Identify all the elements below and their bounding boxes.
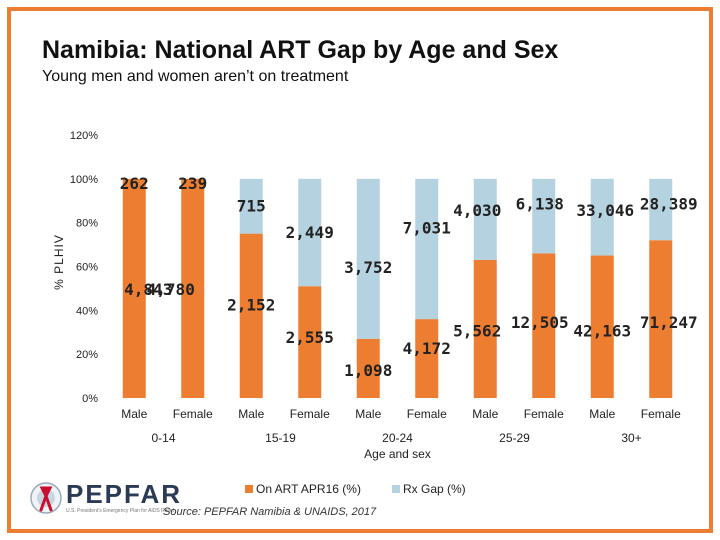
y-tick-label: 120% [70,130,98,142]
bar-on-art [181,178,205,398]
bar-rx-gap [239,178,263,234]
bar-on-art [239,233,263,398]
x-group-label: 0-14 [151,431,175,445]
data-label-on-art: 42,163 [573,322,631,341]
data-label-on-art: 2,152 [227,295,275,314]
legend-swatch-on-art [245,485,253,493]
x-tick-label: Male [589,407,615,421]
data-label-rx-gap: 28,389 [640,195,698,214]
bar-rx-gap [649,178,673,241]
y-tick-label: 40% [76,305,98,317]
data-label-on-art: 71,247 [640,313,698,332]
x-axis-title: Age and sex [364,447,431,461]
x-tick-label: Male [121,407,147,421]
data-label-rx-gap: 6,138 [516,195,564,214]
data-label-on-art: 12,505 [511,313,569,332]
x-group-label: 20-24 [382,431,413,445]
x-tick-label: Female [407,407,447,421]
bar-on-art [649,240,673,398]
x-group-label: 15-19 [265,431,296,445]
legend-label-rx-gap: Rx Gap (%) [403,482,466,496]
data-label-on-art: 4,780 [147,280,195,299]
data-label-rx-gap: 3,752 [344,258,392,277]
source-note: Source: PEPFAR Namibia & UNAIDS, 2017 [163,506,377,518]
x-tick-label: Male [355,407,381,421]
data-label-rx-gap: 2,449 [286,223,334,242]
y-tick-label: 0% [82,393,98,405]
x-group-label: 30+ [621,431,641,445]
x-tick-label: Male [472,407,498,421]
bar-rx-gap [415,178,439,320]
bar-on-art [590,255,614,398]
data-label-on-art: 1,098 [344,361,392,380]
pepfar-logo-text: PEPFAR [66,479,183,509]
x-tick-label: Female [524,407,564,421]
legend-label-on-art: On ART APR16 (%) [256,482,361,496]
data-label-rx-gap: 262 [120,174,149,193]
data-label-on-art: 2,555 [286,328,334,347]
x-tick-label: Female [290,407,330,421]
bar-on-art [415,319,439,398]
x-group-label: 25-29 [499,431,530,445]
bar-rx-gap [473,178,497,260]
bar-rx-gap [532,178,556,254]
y-tick-label: 100% [70,174,98,186]
data-label-rx-gap: 239 [178,174,207,193]
data-label-rx-gap: 4,030 [453,201,501,220]
bar-on-art [298,286,322,398]
bar-rx-gap [356,178,380,339]
pepfar-logo-tagline: U.S. President's Emergency Plan for AIDS… [66,508,174,514]
y-tick-label: 60% [76,262,98,274]
bar-rx-gap [590,178,614,256]
bar-on-art [122,178,146,398]
bar-on-art [356,338,380,398]
x-tick-label: Male [238,407,264,421]
pepfar-logo-icon [30,482,62,514]
bar-on-art [532,253,556,398]
x-tick-label: Female [173,407,213,421]
bar-rx-gap [298,178,322,287]
data-label-on-art: 4,843 [124,280,172,299]
y-tick-label: 20% [76,349,98,361]
y-axis-title: % PLHIV [52,234,66,290]
data-label-on-art: 5,562 [453,322,501,341]
data-label-rx-gap: 33,046 [576,201,634,220]
legend-swatch-rx-gap [392,485,400,493]
data-label-rx-gap: 715 [237,196,266,215]
bar-on-art [473,259,497,398]
data-label-rx-gap: 7,031 [403,219,451,238]
page-title: Namibia: National ART Gap by Age and Sex [42,36,559,64]
data-label-on-art: 4,172 [403,339,451,358]
page-subtitle: Young men and women aren’t on treatment [42,68,349,85]
x-tick-label: Female [641,407,681,421]
y-tick-label: 80% [76,218,98,230]
